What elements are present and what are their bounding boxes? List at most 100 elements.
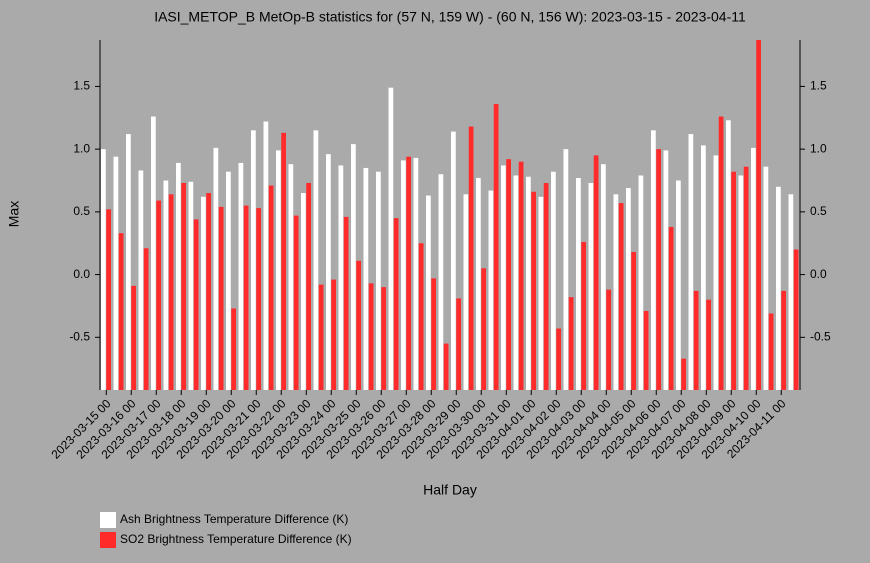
bar (251, 130, 256, 391)
bar (613, 194, 619, 390)
bar (476, 177, 481, 390)
bar (188, 181, 194, 390)
y2-tick-label: 1.0 (810, 141, 827, 155)
bar (551, 171, 556, 390)
bar (768, 313, 774, 390)
bar (713, 155, 719, 390)
bar (356, 260, 361, 390)
bar (213, 147, 219, 390)
y2-tick-label: -0.5 (810, 329, 831, 343)
bar (688, 134, 694, 390)
y-tick-label: 0.0 (73, 267, 90, 281)
bar (463, 194, 469, 390)
bar (681, 358, 686, 390)
bar (693, 290, 699, 390)
bar (493, 103, 499, 391)
bar (393, 218, 399, 390)
bar (156, 200, 161, 390)
bar (281, 132, 286, 390)
bar (426, 195, 431, 390)
bar (676, 180, 681, 390)
bar (643, 310, 649, 390)
bar (206, 193, 211, 390)
x-axis-label: Half Day (423, 482, 477, 498)
bar (151, 116, 156, 390)
bar (481, 268, 486, 390)
bar (163, 180, 169, 390)
bar (788, 194, 794, 390)
y2-tick-label: 1.5 (810, 79, 827, 93)
bar (181, 183, 186, 390)
bar (368, 283, 374, 390)
bar (501, 165, 506, 390)
y-tick-label: -0.5 (69, 329, 90, 343)
bar (256, 208, 261, 390)
bar (231, 308, 236, 390)
bar (743, 166, 749, 390)
bar (718, 116, 724, 390)
bar (701, 145, 706, 390)
bar (588, 183, 594, 390)
bar (793, 249, 799, 390)
bar (338, 165, 344, 390)
bar (738, 175, 744, 390)
bar (606, 289, 611, 390)
bar (656, 149, 661, 390)
bar (263, 121, 269, 390)
bar (781, 290, 786, 390)
bar (526, 176, 531, 390)
bar (376, 171, 381, 390)
bar (668, 226, 674, 390)
bar (776, 186, 781, 390)
bar (101, 149, 106, 390)
bar (651, 130, 656, 391)
bar (663, 150, 669, 390)
bar (543, 183, 549, 390)
y2-tick-label: 0.5 (810, 204, 827, 218)
bar (138, 170, 144, 390)
bar (488, 190, 494, 390)
bar (238, 162, 244, 390)
bar (751, 147, 756, 390)
bar (126, 134, 131, 390)
bar (626, 188, 631, 390)
bar (451, 131, 456, 390)
bar (706, 299, 711, 390)
y2-tick-label: 0.0 (810, 267, 827, 281)
bar (268, 185, 274, 390)
bar (143, 248, 149, 390)
legend-label: SO2 Brightness Temperature Difference (K… (120, 532, 352, 546)
bar (118, 233, 124, 390)
bar (513, 175, 519, 390)
bar (763, 166, 769, 390)
bar (301, 193, 306, 390)
bar (531, 191, 536, 390)
bar (731, 171, 736, 390)
y-tick-label: 0.5 (73, 204, 90, 218)
bar (381, 287, 386, 390)
bar (406, 156, 411, 390)
legend-swatch (100, 532, 116, 548)
bar (581, 241, 586, 390)
bar (506, 159, 511, 390)
bar (601, 164, 606, 390)
bar (438, 174, 444, 390)
bar (313, 130, 319, 391)
bar (293, 215, 299, 390)
bar (326, 154, 331, 390)
bar (413, 157, 419, 390)
bar (218, 206, 224, 390)
bar (193, 219, 199, 390)
bar (363, 167, 369, 390)
y-axis-label: Max (6, 201, 22, 227)
bar (593, 155, 599, 390)
bar (243, 205, 249, 390)
bar (201, 196, 206, 390)
bar (318, 284, 324, 390)
bar (468, 126, 474, 390)
bar (638, 175, 644, 390)
bar (131, 285, 136, 390)
bar (276, 150, 281, 390)
bar (288, 164, 294, 390)
